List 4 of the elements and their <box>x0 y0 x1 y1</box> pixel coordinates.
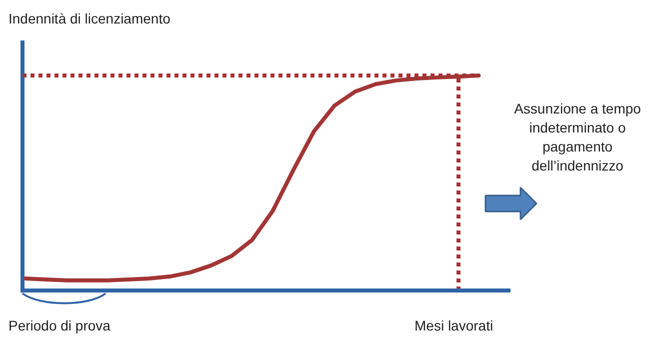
y-axis-title: Indennità di licenziamento <box>8 10 171 26</box>
text: Periodo di prova <box>8 318 111 334</box>
text: Assunzione a tempo indeterminato o pagamento dell’indennizzo <box>514 100 642 174</box>
x-axis-title: Mesi lavorati <box>414 318 494 334</box>
